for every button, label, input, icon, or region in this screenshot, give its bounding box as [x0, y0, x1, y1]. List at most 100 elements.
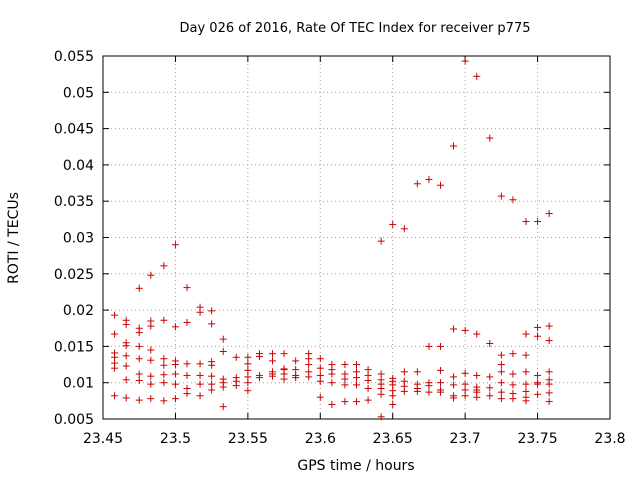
data-point — [461, 57, 469, 65]
data-point — [364, 396, 372, 404]
data-point — [450, 373, 458, 381]
data-point — [183, 318, 191, 326]
y-tick-label: 0.015 — [54, 339, 94, 355]
data-point — [545, 398, 553, 406]
grid — [103, 56, 610, 419]
data-point — [219, 347, 227, 355]
data-point — [316, 393, 324, 401]
data-point — [364, 385, 372, 393]
data-point — [497, 395, 505, 403]
data-point — [341, 361, 349, 369]
x-tick-label: 23.65 — [373, 431, 413, 447]
data-point — [545, 368, 553, 376]
data-point — [473, 371, 481, 379]
y-tick-label: 0.05 — [63, 85, 94, 101]
y-tick-label: 0.01 — [63, 376, 94, 392]
data-point — [522, 380, 530, 388]
data-point — [244, 379, 252, 387]
data-point — [497, 379, 505, 387]
data-point — [147, 346, 155, 354]
data-point — [280, 350, 288, 358]
data-point — [509, 350, 517, 358]
data-point — [425, 342, 433, 350]
data-point — [171, 241, 179, 249]
data-point — [196, 360, 204, 368]
data-point — [268, 350, 276, 358]
data-point — [437, 379, 445, 387]
y-tick-label: 0.025 — [54, 267, 94, 283]
data-point — [171, 323, 179, 331]
data-point — [208, 372, 216, 380]
x-tick-label: 23.8 — [594, 431, 625, 447]
data-point — [437, 388, 445, 396]
data-point — [232, 382, 240, 390]
data-point — [219, 403, 227, 411]
data-point — [160, 316, 168, 324]
data-point — [450, 381, 458, 389]
data-point — [389, 392, 397, 400]
data-point — [196, 392, 204, 400]
data-point — [461, 392, 469, 400]
data-point — [171, 380, 179, 388]
data-point — [341, 398, 349, 406]
data-point — [122, 321, 130, 329]
data-point — [196, 371, 204, 379]
data-point — [522, 218, 530, 226]
data-point — [183, 360, 191, 368]
data-point — [122, 394, 130, 402]
data-point — [183, 284, 191, 292]
data-point — [147, 322, 155, 330]
data-point — [135, 355, 143, 363]
data-point — [280, 375, 288, 383]
data-point — [450, 394, 458, 402]
data-point — [497, 388, 505, 396]
data-point — [268, 357, 276, 365]
data-point — [305, 361, 313, 369]
data-point — [147, 356, 155, 364]
data-point — [135, 377, 143, 385]
data-point — [208, 386, 216, 394]
data-point — [497, 192, 505, 200]
data-point — [305, 373, 313, 381]
data-point — [135, 370, 143, 378]
data-point — [171, 361, 179, 369]
data-point — [425, 388, 433, 396]
data-point — [353, 374, 360, 382]
x-axis-label: GPS time / hours — [297, 458, 414, 474]
data-point — [111, 364, 119, 372]
x-tick-label: 23.7 — [450, 431, 481, 447]
data-point — [111, 392, 119, 400]
data-point — [437, 366, 445, 374]
data-point — [400, 368, 408, 376]
data-point — [196, 380, 204, 388]
y-tick-label: 0.035 — [54, 194, 94, 210]
data-point — [545, 337, 553, 345]
data-point — [450, 325, 458, 333]
data-point — [255, 353, 263, 361]
data-point — [486, 134, 494, 142]
data-point — [425, 382, 433, 390]
data-point — [353, 398, 360, 406]
data-point — [534, 390, 542, 398]
data-point — [486, 339, 494, 347]
data-point — [219, 383, 227, 391]
data-point — [171, 395, 179, 403]
data-point — [268, 372, 276, 380]
data-point — [461, 369, 469, 377]
data-point — [389, 220, 397, 228]
data-point — [534, 380, 542, 388]
data-point — [160, 361, 168, 369]
data-point — [413, 368, 421, 376]
data-point — [160, 355, 168, 363]
data-point — [208, 320, 216, 328]
data-point — [450, 142, 458, 150]
data-point — [509, 395, 517, 403]
data-point — [147, 372, 155, 380]
data-point — [486, 392, 494, 400]
data-point — [497, 368, 505, 376]
y-tick-label: 0.03 — [63, 231, 94, 247]
data-point — [545, 210, 553, 218]
data-point — [534, 218, 542, 226]
data-point — [111, 311, 119, 319]
